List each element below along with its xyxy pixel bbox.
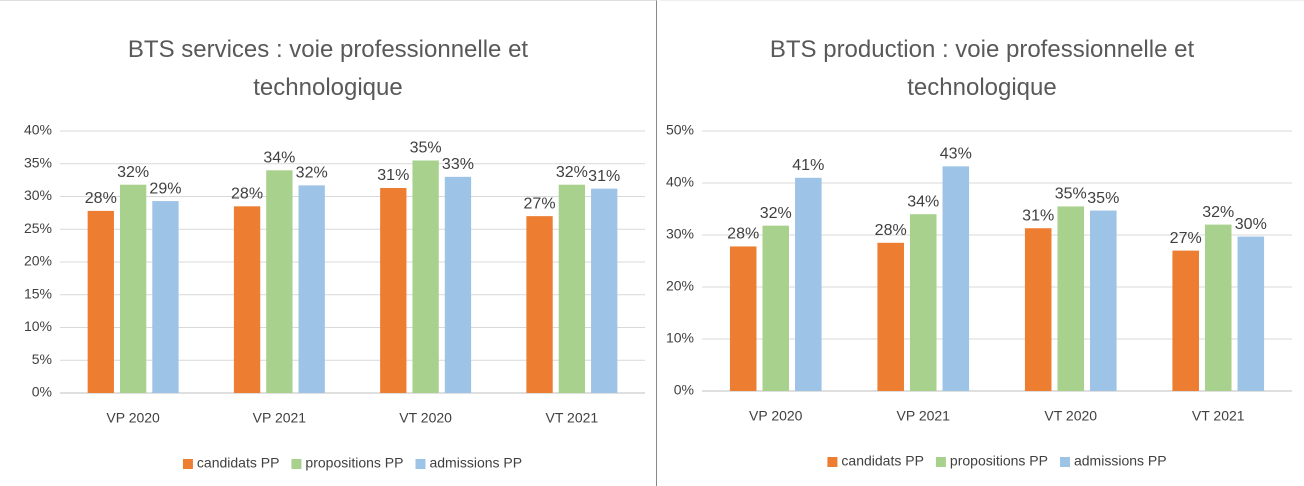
bar xyxy=(152,201,179,393)
legend-swatch xyxy=(291,459,302,469)
bar xyxy=(1237,236,1265,391)
bar xyxy=(1172,250,1199,391)
y-tick-label: 10% xyxy=(24,318,52,334)
x-tick-label: VT 2021 xyxy=(1192,408,1245,424)
legend-label: propositions PP xyxy=(305,455,403,471)
data-label: 28% xyxy=(85,190,117,207)
bar xyxy=(1057,206,1085,391)
bar xyxy=(762,225,790,391)
legend-swatch xyxy=(182,459,193,469)
bar xyxy=(444,176,472,393)
x-tick-label: VT 2020 xyxy=(1044,408,1097,424)
bar xyxy=(266,170,293,393)
x-tick-label: VT 2021 xyxy=(546,410,599,426)
y-tick-label: 20% xyxy=(666,278,694,294)
data-label: 31% xyxy=(588,168,620,185)
x-tick-label: VP 2020 xyxy=(749,408,803,424)
data-label: 27% xyxy=(1170,230,1202,247)
data-label: 29% xyxy=(149,180,181,197)
chart-panel: BTS production : voie professionnelle et… xyxy=(660,0,1304,486)
bar xyxy=(380,187,407,393)
y-tick-label: 0% xyxy=(32,384,52,400)
data-label: 33% xyxy=(442,156,474,173)
data-label: 32% xyxy=(556,164,588,181)
legend-label: admissions PP xyxy=(1074,453,1167,469)
x-tick-label: VP 2021 xyxy=(253,410,307,426)
bar xyxy=(298,185,325,393)
data-label: 32% xyxy=(1202,204,1234,221)
legend-label: candidats PP xyxy=(841,453,924,469)
data-label: 30% xyxy=(1235,216,1267,233)
legend-label: propositions PP xyxy=(950,453,1048,469)
y-tick-label: 5% xyxy=(32,351,52,367)
legend-label: candidats PP xyxy=(197,455,280,471)
y-tick-label: 25% xyxy=(24,220,52,236)
data-label: 34% xyxy=(907,193,939,210)
legend-swatch xyxy=(1059,457,1070,467)
data-label: 35% xyxy=(1087,190,1119,207)
bar xyxy=(1204,224,1232,391)
data-label: 32% xyxy=(760,205,792,222)
y-tick-label: 30% xyxy=(666,226,694,242)
bar xyxy=(233,206,261,393)
data-label: 31% xyxy=(377,167,409,184)
x-tick-label: VP 2020 xyxy=(106,410,160,426)
bar xyxy=(1024,228,1052,391)
bar xyxy=(526,216,553,393)
data-label: 28% xyxy=(231,186,263,203)
bar xyxy=(795,177,822,391)
y-tick-label: 35% xyxy=(24,154,52,170)
chart-panel: BTS services : voie professionnelle et t… xyxy=(0,0,657,486)
legend-swatch xyxy=(827,457,838,467)
data-label: 35% xyxy=(410,140,442,157)
bar xyxy=(412,160,439,393)
y-tick-label: 10% xyxy=(666,330,694,346)
y-tick-label: 50% xyxy=(666,122,694,138)
y-tick-label: 40% xyxy=(24,122,52,138)
y-tick-label: 30% xyxy=(24,187,52,203)
bar xyxy=(942,166,970,391)
bar xyxy=(119,184,147,393)
legend-swatch xyxy=(415,459,426,469)
y-tick-label: 20% xyxy=(24,253,52,269)
data-label: 32% xyxy=(117,164,149,181)
y-tick-label: 40% xyxy=(666,174,694,190)
chart-title: BTS production : voie professionnelle et… xyxy=(769,36,1195,101)
chart: 0%5%10%15%20%25%30%35%40%VP 202028%32%29… xyxy=(24,122,645,471)
legend-swatch xyxy=(935,457,946,467)
y-tick-label: 15% xyxy=(24,285,52,301)
legend-label: admissions PP xyxy=(429,455,522,471)
bar xyxy=(558,184,586,393)
data-label: 27% xyxy=(524,195,556,212)
bar xyxy=(729,246,757,391)
data-label: 41% xyxy=(792,157,824,174)
data-label: 35% xyxy=(1055,186,1087,203)
bar xyxy=(877,242,904,391)
data-label: 31% xyxy=(1022,207,1054,224)
y-tick-label: 0% xyxy=(674,382,694,398)
data-label: 43% xyxy=(940,146,972,163)
data-label: 28% xyxy=(875,222,907,239)
chart-title: BTS services : voie professionnelle et t… xyxy=(127,36,529,101)
x-tick-label: VP 2021 xyxy=(897,408,951,424)
data-label: 28% xyxy=(727,226,759,243)
bar xyxy=(909,214,937,391)
x-tick-label: VT 2020 xyxy=(399,410,452,426)
bar xyxy=(1090,210,1117,391)
bar xyxy=(591,188,618,393)
data-label: 32% xyxy=(296,165,328,182)
bar xyxy=(87,210,114,393)
data-label: 34% xyxy=(263,150,295,167)
